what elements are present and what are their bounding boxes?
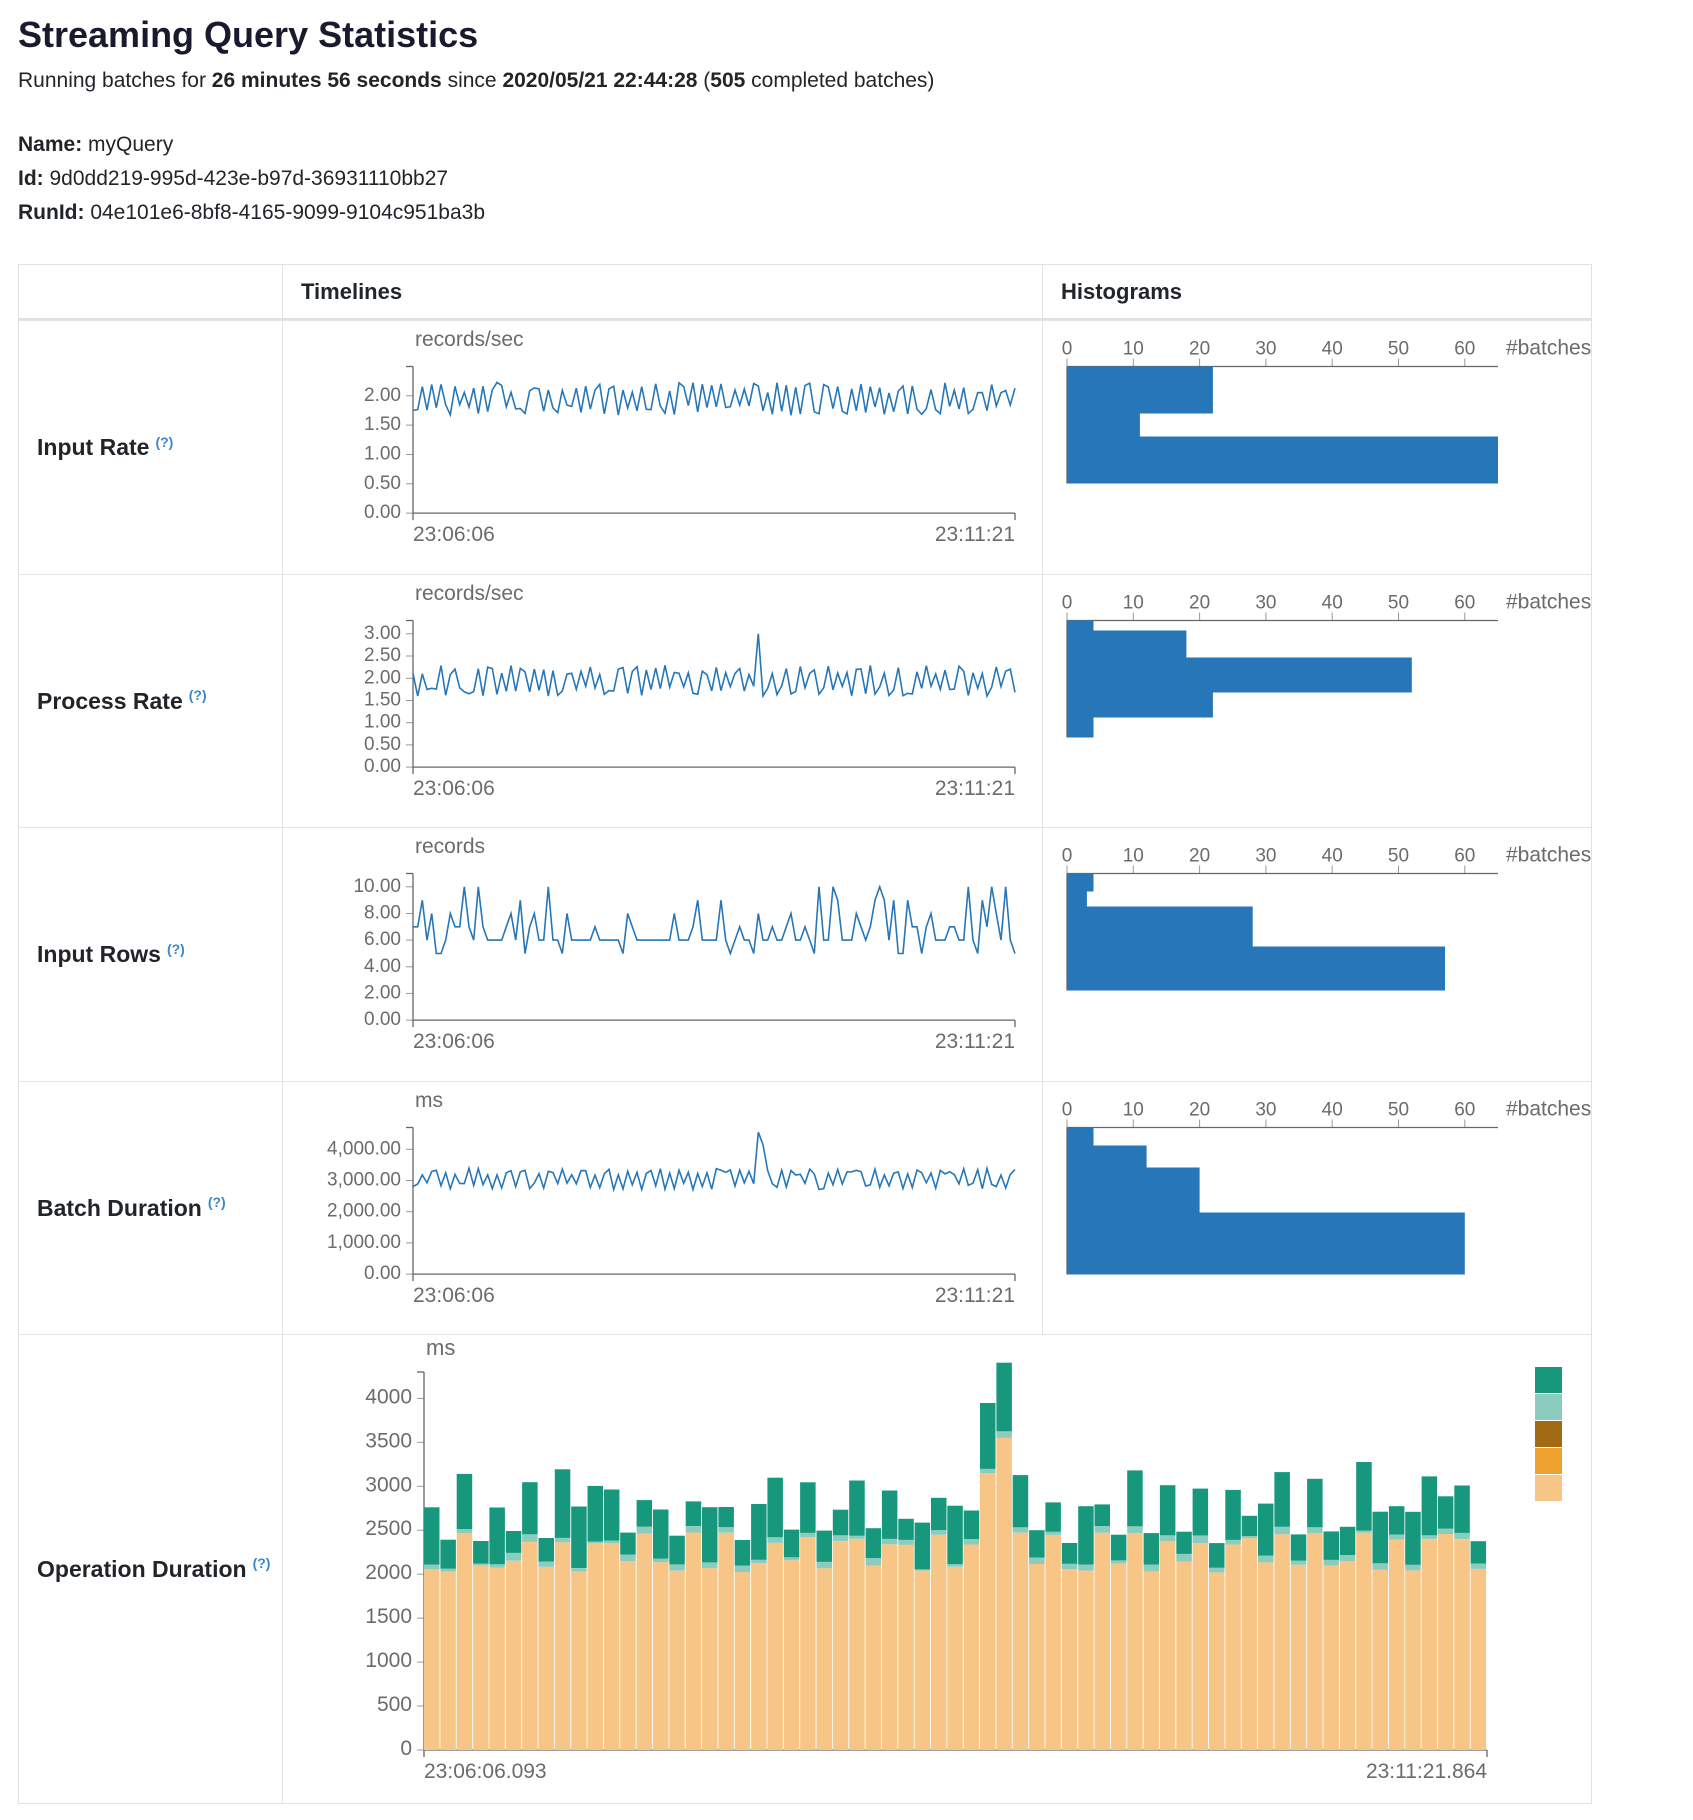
svg-text:10: 10	[1123, 593, 1144, 614]
svg-text:2.00: 2.00	[364, 982, 401, 1003]
svg-text:0: 0	[1062, 339, 1073, 360]
svg-text:1.00: 1.00	[364, 444, 401, 465]
svg-text:0.50: 0.50	[364, 473, 401, 494]
svg-text:40: 40	[1322, 1100, 1343, 1121]
svg-text:2500: 2500	[365, 1517, 412, 1540]
svg-text:3000: 3000	[365, 1473, 412, 1496]
svg-text:23:11:21: 23:11:21	[935, 777, 1015, 800]
svg-text:60: 60	[1454, 846, 1475, 867]
svg-text:ms: ms	[426, 1335, 455, 1360]
svg-text:2.50: 2.50	[364, 645, 401, 666]
svg-text:0.00: 0.00	[364, 1263, 401, 1284]
svg-text:500: 500	[377, 1693, 412, 1716]
svg-text:60: 60	[1454, 1100, 1475, 1121]
svg-text:2.00: 2.00	[364, 385, 401, 406]
svg-text:1.50: 1.50	[364, 690, 401, 711]
svg-text:2.00: 2.00	[364, 667, 401, 688]
svg-text:0: 0	[1062, 593, 1073, 614]
svg-text:4,000.00: 4,000.00	[327, 1138, 401, 1159]
svg-text:1,000.00: 1,000.00	[327, 1232, 401, 1253]
svg-text:40: 40	[1322, 593, 1343, 614]
svg-text:20: 20	[1189, 593, 1210, 614]
svg-text:4000: 4000	[365, 1385, 412, 1408]
svg-text:6.00: 6.00	[364, 929, 401, 950]
svg-text:#batches: #batches	[1506, 337, 1591, 360]
svg-text:20: 20	[1189, 339, 1210, 360]
svg-text:ms: ms	[415, 1089, 443, 1112]
svg-text:23:11:21: 23:11:21	[935, 523, 1015, 546]
svg-text:1.50: 1.50	[364, 414, 401, 435]
svg-text:0.00: 0.00	[364, 502, 401, 523]
svg-text:23:11:21: 23:11:21	[935, 1030, 1015, 1053]
svg-text:0: 0	[1062, 846, 1073, 867]
svg-text:8.00: 8.00	[364, 903, 401, 924]
svg-text:1000: 1000	[365, 1649, 412, 1672]
svg-text:1500: 1500	[365, 1605, 412, 1628]
svg-text:1.00: 1.00	[364, 712, 401, 733]
svg-text:30: 30	[1255, 846, 1276, 867]
svg-text:#batches: #batches	[1506, 1098, 1591, 1121]
svg-text:10: 10	[1123, 1100, 1144, 1121]
svg-text:records/sec: records/sec	[415, 328, 524, 351]
svg-text:4.00: 4.00	[364, 956, 401, 977]
svg-text:23:06:06.093: 23:06:06.093	[424, 1760, 547, 1783]
svg-text:23:06:06: 23:06:06	[413, 1030, 495, 1053]
svg-text:50: 50	[1388, 593, 1409, 614]
svg-text:10: 10	[1123, 339, 1144, 360]
svg-text:3500: 3500	[365, 1429, 412, 1452]
svg-text:20: 20	[1189, 1100, 1210, 1121]
svg-text:23:06:06: 23:06:06	[413, 523, 495, 546]
svg-text:30: 30	[1255, 339, 1276, 360]
svg-text:23:11:21: 23:11:21	[935, 1284, 1015, 1307]
svg-text:50: 50	[1388, 339, 1409, 360]
svg-text:0.00: 0.00	[364, 1009, 401, 1030]
svg-text:23:06:06: 23:06:06	[413, 777, 495, 800]
svg-text:0.00: 0.00	[364, 756, 401, 777]
svg-text:3.00: 3.00	[364, 623, 401, 644]
svg-text:records: records	[415, 835, 485, 858]
svg-text:30: 30	[1255, 1100, 1276, 1121]
svg-text:10: 10	[1123, 846, 1144, 867]
svg-text:2,000.00: 2,000.00	[327, 1201, 401, 1222]
svg-text:40: 40	[1322, 339, 1343, 360]
svg-text:60: 60	[1454, 593, 1475, 614]
svg-text:23:11:21.864: 23:11:21.864	[1366, 1760, 1487, 1783]
svg-text:0: 0	[1062, 1100, 1073, 1121]
svg-text:40: 40	[1322, 846, 1343, 867]
svg-text:50: 50	[1388, 846, 1409, 867]
svg-text:2000: 2000	[365, 1561, 412, 1584]
svg-text:#batches: #batches	[1506, 591, 1591, 614]
svg-text:60: 60	[1454, 339, 1475, 360]
svg-text:30: 30	[1255, 593, 1276, 614]
svg-text:10.00: 10.00	[353, 876, 401, 897]
svg-text:3,000.00: 3,000.00	[327, 1170, 401, 1191]
svg-text:23:06:06: 23:06:06	[413, 1284, 495, 1307]
svg-text:0.50: 0.50	[364, 734, 401, 755]
svg-text:#batches: #batches	[1506, 844, 1591, 867]
svg-text:records/sec: records/sec	[415, 582, 524, 605]
svg-text:50: 50	[1388, 1100, 1409, 1121]
svg-text:20: 20	[1189, 846, 1210, 867]
svg-text:0: 0	[400, 1737, 412, 1760]
